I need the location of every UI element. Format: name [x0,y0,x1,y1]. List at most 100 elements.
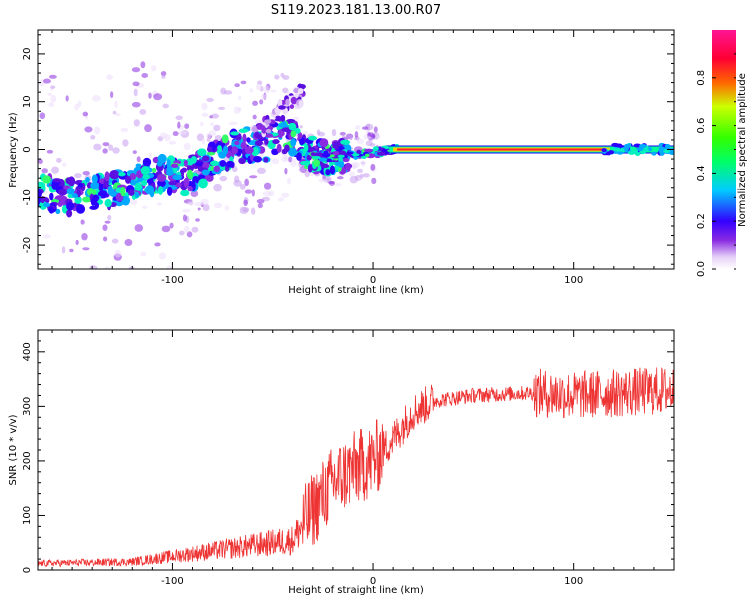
spectrogram-blob [180,189,190,197]
spectrogram-blob [110,91,114,99]
spectrogram-blob [161,225,171,233]
spectrogram-heatmap [36,61,674,311]
spectrogram-x-tick-label: -100 [161,275,184,286]
spectrogram-blob [153,93,163,101]
spectrogram-blob [104,266,111,269]
spectrogram-blob [50,94,57,103]
spectrogram-blob [181,167,187,173]
spectrogram-blob [156,202,162,206]
spectrogram-blob [161,75,166,79]
spectrogram-blob [221,134,229,144]
spectrogram-blob [351,161,360,168]
spectrogram-blob [56,303,60,309]
snr-x-tick-label: -100 [161,576,184,587]
colorbar-label: Normalized spectral amplitude [737,73,748,227]
spectrogram-blob [240,80,247,85]
spectrogram-blob [122,271,125,275]
spectrogram-blob [52,273,58,278]
spectrogram-blob [294,93,299,99]
spectrogram-blob [201,155,210,162]
spectrogram-blob [217,106,226,110]
spectrogram-blob [354,125,361,131]
spectrogram-blob [104,220,111,224]
snr-y-tick-label: 100 [22,506,33,525]
spectrogram-x-label: Height of straight line (km) [288,285,424,296]
spectrogram-blob [246,137,251,143]
spectrogram-blob [51,166,59,174]
spectrogram-blob [206,137,211,142]
spectrogram-blob [306,154,312,161]
spectrogram-blob [260,93,267,100]
spectrogram-blob [190,190,199,197]
spectrogram-blob [65,95,69,102]
spectrogram-blob [264,138,269,145]
spectrogram-blob [201,138,206,145]
spectrogram-blob [331,129,337,137]
spectrogram-blob [362,173,370,178]
spectrogram-blob [80,219,85,225]
spectrogram-blob [157,278,160,283]
spectrogram-blob [290,160,297,167]
spectrogram-blob [46,149,54,154]
spectrogram-blob [92,194,100,202]
spectrogram-blob [201,169,210,176]
spectrogram-blob [307,164,313,173]
spectrogram-blob [131,268,134,269]
spectrogram-blob [66,209,73,218]
spectrogram-blob [200,121,204,127]
spectrogram-blob [175,115,183,121]
spectrogram-blob [244,146,254,154]
colorbar-tick-label: 0.0 [696,261,707,277]
spectrogram-blob [284,167,288,175]
spectrogram-blob [275,115,282,120]
spectrogram-blob [299,125,303,129]
snr-y-tick-label: 0 [22,567,33,573]
spectrogram-blob [211,113,219,119]
spectrogram-blob [81,304,90,310]
spectrogram-blob [66,201,75,211]
spectrogram-blob [86,187,97,197]
spectrogram-blob [62,280,67,287]
spectrogram-blob [97,301,105,307]
spectrogram-blob [139,109,147,115]
spectrogram-blob [122,139,129,147]
spectrogram-blob [102,224,108,231]
spectrogram-blob [198,178,208,189]
spectrogram-blob [133,88,138,97]
spectrogram-blob [172,131,179,137]
spectrogram-blob [156,160,163,167]
colorbar-ticks: 0.0 0.2 0.4 0.6 0.8 [696,53,736,277]
spectrogram-blob [36,285,44,291]
spectrogram-y-tick-label: 0 [22,146,33,152]
spectrogram-blob [278,105,286,110]
spectrogram-blob [334,182,342,187]
spectrogram-y-tick-label: -20 [22,237,33,253]
spectrogram-blob [318,178,328,183]
spectrogram-blob [369,143,376,147]
spectrogram-blob [52,178,62,183]
spectrogram-blob [125,175,132,184]
spectrogram-blob [287,177,291,185]
spectrogram-blob [249,175,258,179]
spectrogram-y-label: Frequency (Hz) [8,112,19,188]
spectrogram-blob [342,158,350,163]
colorbar-tick-label: 0.6 [696,118,707,134]
spectrogram-blob [186,169,194,180]
spectrogram-blob [102,236,108,242]
spectrogram-blob [107,185,114,196]
spectrogram-blob [264,119,272,124]
spectrogram-blob [194,201,204,207]
spectrogram-blob [281,120,287,128]
spectrogram-blob [85,176,90,183]
spectrogram-blob [51,180,58,190]
spectrogram-blob [56,157,62,163]
spectrogram-blob [239,206,249,215]
spectrogram-blob [157,186,164,195]
spectrogram-blob [280,114,286,122]
spectrogram-blob [298,100,304,108]
spectrogram-blob [332,141,340,150]
spectrogram-blob [94,304,101,311]
spectrogram-blob [106,74,113,80]
spectrogram-blob [322,152,331,158]
